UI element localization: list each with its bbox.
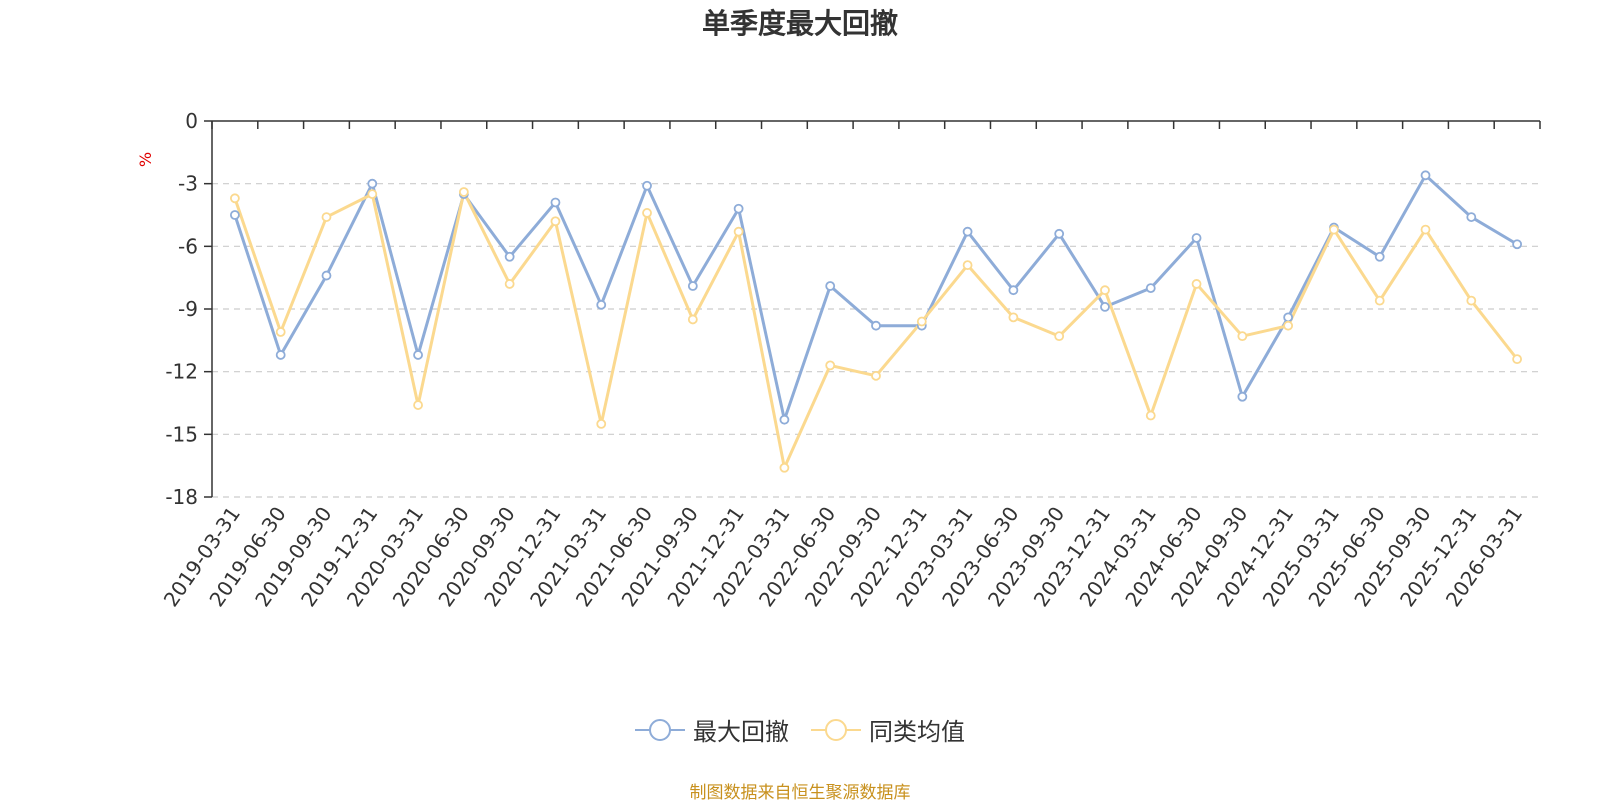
- data-point: [596, 299, 607, 310]
- data-point: [413, 400, 423, 410]
- data-point: [733, 203, 744, 214]
- data-point: [1512, 239, 1523, 250]
- y-tick-label: -3: [178, 172, 198, 196]
- data-point: [916, 316, 927, 327]
- y-tick-label: -15: [165, 422, 198, 446]
- data-point: [779, 414, 790, 425]
- y-tick-labels: 0 -3 -6 -9 -12 -15 -18: [165, 109, 198, 509]
- y-tick-label: -12: [165, 360, 198, 384]
- data-point: [504, 279, 515, 289]
- data-point: [779, 462, 790, 473]
- data-point: [596, 418, 607, 429]
- data-point: [1054, 331, 1065, 342]
- source-note: 制图数据来自恒生聚源数据库: [689, 783, 911, 803]
- data-point: [1329, 224, 1339, 235]
- legend-marker-peer-average: [811, 718, 861, 741]
- legend-marker-max-drawdown: [635, 718, 685, 741]
- data-point: [1283, 320, 1294, 331]
- data-point: [1420, 170, 1431, 181]
- data-point: [1100, 302, 1110, 312]
- data-point: [962, 226, 973, 237]
- data-point: [550, 197, 561, 208]
- data-point: [962, 260, 973, 271]
- data-point: [1374, 295, 1385, 306]
- chart-title: 单季度最大回撤: [701, 7, 898, 40]
- data-point: [321, 212, 332, 222]
- data-point: [1237, 331, 1248, 342]
- data-point: [687, 314, 698, 325]
- legend-label-max-drawdown: 最大回撤: [693, 718, 789, 746]
- data-point: [504, 251, 515, 262]
- data-point: [1283, 312, 1294, 323]
- y-tick-label: 0: [185, 109, 198, 133]
- x-tick-labels: 2019-03-312019-06-302019-09-302019-12-31…: [159, 502, 1528, 611]
- data-point: [733, 226, 744, 237]
- data-point: [1420, 224, 1431, 235]
- data-point: [825, 281, 836, 291]
- legend-label-peer-average: 同类均值: [869, 718, 965, 746]
- y-tick-label: -9: [178, 297, 198, 321]
- data-point: [367, 189, 378, 200]
- y-tick-label: -18: [165, 485, 198, 509]
- data-point: [229, 210, 240, 220]
- data-point: [1237, 391, 1248, 402]
- data-point: [229, 193, 240, 204]
- data-point: [1145, 410, 1156, 421]
- data-point: [1145, 283, 1156, 294]
- data-point: [1100, 285, 1110, 296]
- data-point: [321, 270, 332, 281]
- data-point: [871, 320, 881, 331]
- data-point: [642, 208, 652, 218]
- legend: 最大回撤 同类均值: [0, 712, 1600, 747]
- data-point: [825, 360, 836, 371]
- data-point: [1191, 233, 1202, 243]
- data-point: [275, 327, 286, 337]
- axes: [204, 120, 1541, 498]
- data-point: [550, 216, 561, 227]
- data-point: [275, 350, 286, 360]
- data-point: [687, 281, 698, 291]
- data-point: [1008, 312, 1019, 323]
- legend-item-max-drawdown[interactable]: 最大回撤: [635, 712, 789, 747]
- data-point: [642, 180, 652, 191]
- data-point: [458, 187, 469, 197]
- data-point: [1466, 212, 1477, 222]
- data-point: [413, 350, 423, 360]
- legend-item-peer-average[interactable]: 同类均值: [811, 712, 965, 747]
- data-point: [1374, 251, 1385, 262]
- data-point: [367, 178, 378, 189]
- data-point: [1466, 295, 1477, 306]
- data-point: [871, 370, 881, 381]
- series-line-0: [233, 173, 1518, 422]
- data-point: [1008, 285, 1019, 296]
- data-point: [1054, 228, 1065, 239]
- data-point: [1512, 354, 1523, 365]
- series-points: [229, 170, 1523, 473]
- y-tick-label: -6: [178, 234, 198, 258]
- data-point: [1191, 279, 1202, 289]
